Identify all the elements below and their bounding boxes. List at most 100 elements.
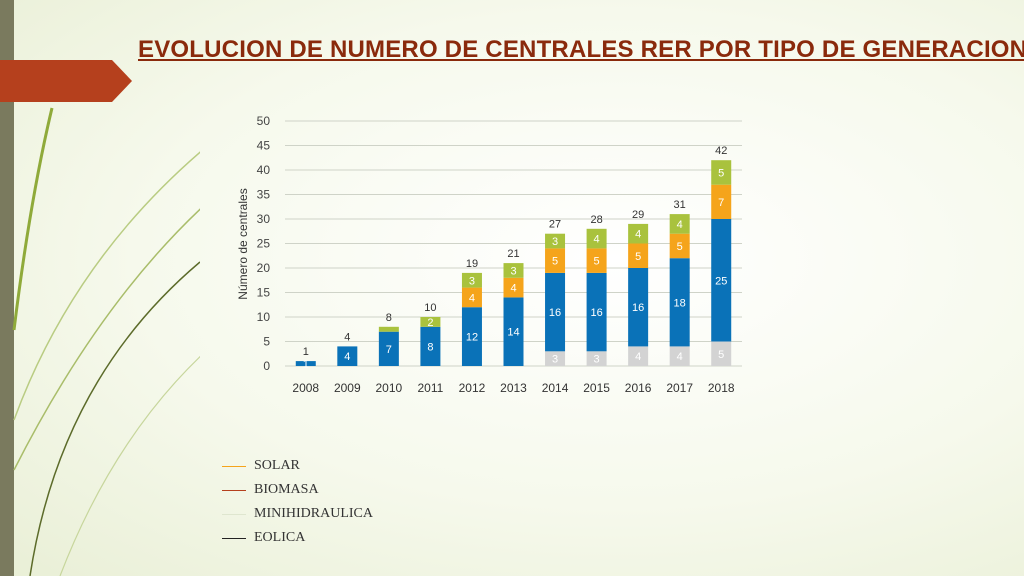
y-tick-label: 20 xyxy=(257,261,271,275)
bar-segment xyxy=(337,346,358,366)
page-title: EVOLUCION DE NUMERO DE CENTRALES RER POR… xyxy=(138,36,1024,63)
x-tick-label: 2010 xyxy=(376,381,403,395)
bar-segment xyxy=(586,272,607,352)
y-tick-label: 50 xyxy=(257,114,271,128)
bar-segment xyxy=(711,184,732,219)
x-tick-label: 2011 xyxy=(418,381,444,395)
bar-segment xyxy=(545,233,566,249)
y-tick-label: 0 xyxy=(263,359,270,373)
data-label: 1 xyxy=(303,359,309,371)
bar-segment xyxy=(378,331,399,366)
data-label: 4 xyxy=(635,229,641,241)
total-label: 27 xyxy=(549,219,561,231)
total-label: 28 xyxy=(590,214,602,226)
bar-segment xyxy=(586,248,607,273)
bar-segment xyxy=(669,233,690,259)
data-label: 3 xyxy=(552,354,558,366)
total-label: 4 xyxy=(344,331,350,343)
y-axis-label: Número de centrales xyxy=(236,188,250,299)
bar-segment xyxy=(586,228,607,249)
data-label: 4 xyxy=(677,219,683,231)
bar-segment xyxy=(503,277,524,298)
bar-segment xyxy=(628,223,649,244)
left-accent-bar xyxy=(0,0,14,576)
total-label: 10 xyxy=(424,302,436,314)
data-label: 5 xyxy=(718,167,724,179)
data-label: 1 xyxy=(386,321,392,333)
x-tick-label: 2008 xyxy=(292,381,319,395)
legend-label: SOLAR xyxy=(254,458,300,473)
legend-swatch xyxy=(222,514,246,515)
legend-label: MINIHIDRAULICA xyxy=(254,506,373,521)
bar-segment xyxy=(669,346,690,366)
bar-segment xyxy=(461,272,482,288)
data-label: 16 xyxy=(590,307,602,319)
bar-segment xyxy=(545,248,566,273)
data-label: 3 xyxy=(594,354,600,366)
data-label: 14 xyxy=(507,327,519,339)
data-label: 5 xyxy=(718,349,724,361)
data-label: 4 xyxy=(344,351,350,363)
bar-segment xyxy=(711,341,732,366)
data-label: 4 xyxy=(677,351,683,363)
title-accent-tab xyxy=(0,60,132,102)
data-label: 12 xyxy=(466,332,478,344)
total-label: 21 xyxy=(507,248,519,260)
y-tick-label: 30 xyxy=(257,212,271,226)
bar-segment xyxy=(420,317,441,327)
legend-swatch xyxy=(222,466,246,467)
data-label: 4 xyxy=(635,351,641,363)
total-label: 8 xyxy=(386,312,392,324)
x-tick-label: 2016 xyxy=(625,381,652,395)
bar-segment xyxy=(295,361,316,366)
data-label: 5 xyxy=(552,256,558,268)
bar-segment xyxy=(711,219,732,342)
data-label: 5 xyxy=(594,256,600,268)
bar-segment xyxy=(545,272,566,352)
bar-segment xyxy=(711,160,732,185)
bar-segment xyxy=(628,346,649,366)
x-tick-label: 2013 xyxy=(500,381,527,395)
legend-swatch xyxy=(222,538,246,539)
bar-segment xyxy=(461,287,482,308)
bar-segment xyxy=(669,214,690,234)
bar-segment xyxy=(503,297,524,366)
x-tick-label: 2017 xyxy=(666,381,693,395)
total-label: 19 xyxy=(466,258,478,270)
y-tick-label: 25 xyxy=(257,237,271,251)
bar-segment xyxy=(461,307,482,366)
bar-segment xyxy=(545,351,566,366)
x-tick-label: 2009 xyxy=(334,381,361,395)
y-tick-label: 40 xyxy=(257,163,271,177)
data-label: 3 xyxy=(510,265,516,277)
data-label: 18 xyxy=(674,297,686,309)
x-tick-label: 2015 xyxy=(583,381,610,395)
data-label: 7 xyxy=(386,344,392,356)
legend-swatch xyxy=(222,490,246,491)
data-label: 5 xyxy=(635,251,641,263)
x-tick-label: 2014 xyxy=(542,381,569,395)
y-tick-label: 15 xyxy=(257,286,271,300)
bar-segment xyxy=(503,263,524,278)
legend-label: EOLICA xyxy=(254,530,306,545)
data-label: 4 xyxy=(594,234,600,246)
total-label: 29 xyxy=(632,209,644,221)
y-tick-label: 10 xyxy=(257,310,271,324)
data-label: 3 xyxy=(552,236,558,248)
data-label: 4 xyxy=(510,283,516,295)
y-tick-label: 5 xyxy=(263,335,270,349)
x-tick-label: 2018 xyxy=(708,381,735,395)
data-label: 8 xyxy=(427,341,433,353)
data-label: 5 xyxy=(677,241,683,253)
data-label: 7 xyxy=(718,197,724,209)
data-label: 3 xyxy=(469,275,475,287)
bar-segment xyxy=(586,351,607,366)
bar-segment xyxy=(628,243,649,268)
total-label: 42 xyxy=(715,145,727,157)
y-tick-label: 35 xyxy=(257,188,271,202)
total-label: 1 xyxy=(303,346,309,358)
data-label: 16 xyxy=(549,307,561,319)
data-label: 2 xyxy=(427,317,433,329)
x-tick-label: 2012 xyxy=(459,381,486,395)
